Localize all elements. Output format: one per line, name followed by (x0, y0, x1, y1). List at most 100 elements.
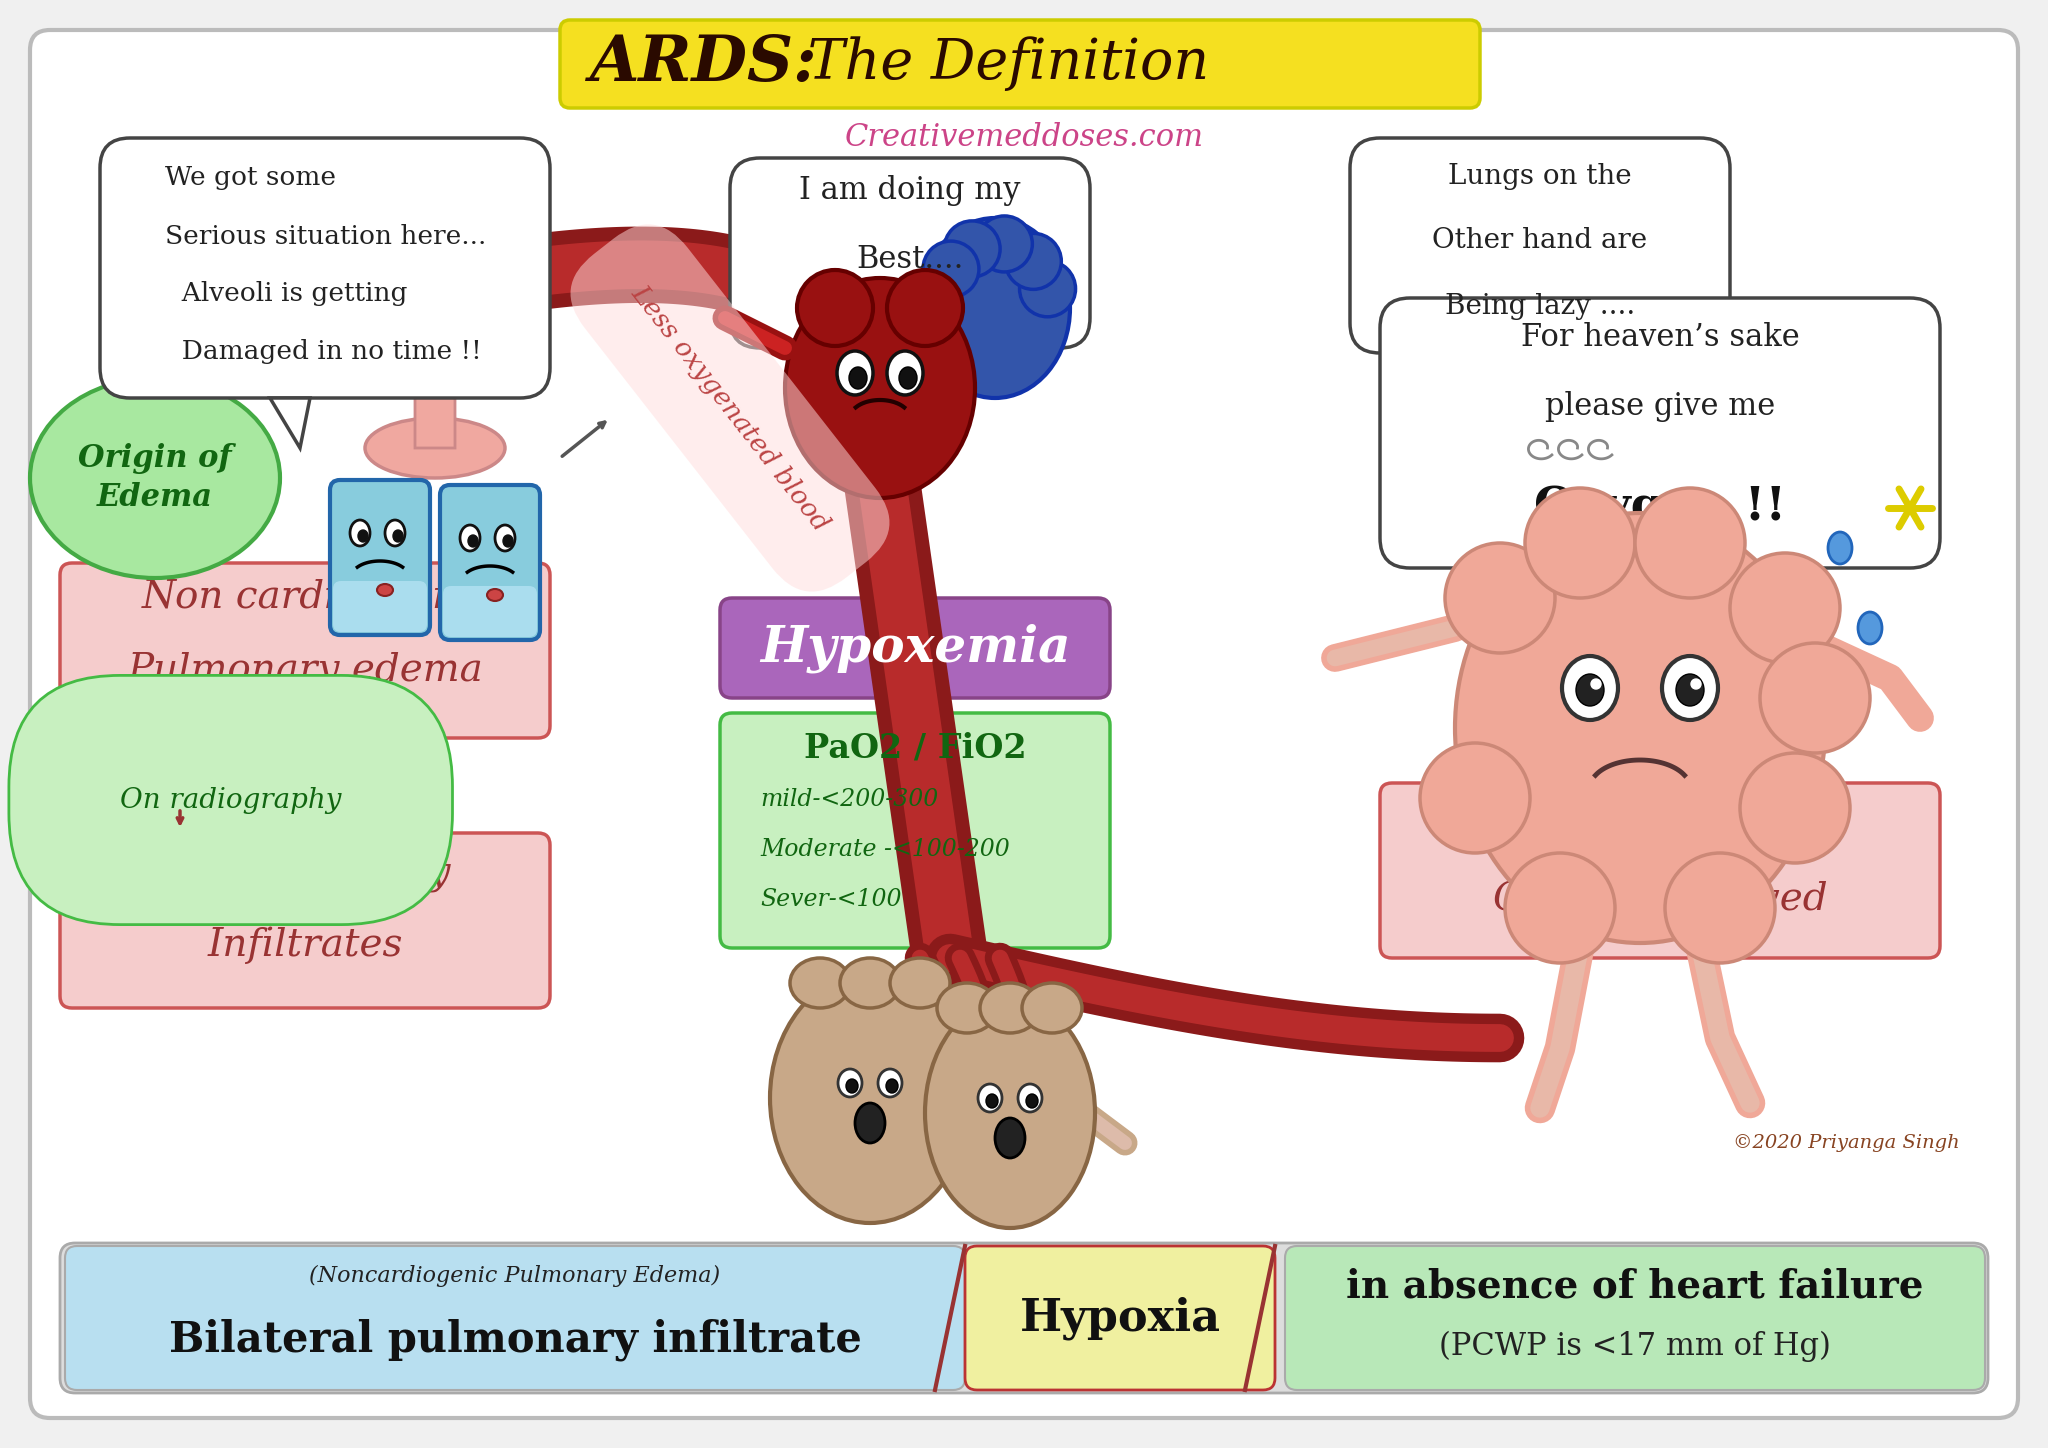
Ellipse shape (504, 534, 512, 547)
FancyBboxPatch shape (59, 833, 551, 1008)
Ellipse shape (1505, 853, 1616, 963)
Ellipse shape (469, 534, 477, 547)
Ellipse shape (1663, 656, 1718, 720)
Text: I am doing my: I am doing my (799, 175, 1020, 206)
Ellipse shape (1731, 553, 1839, 663)
Text: Sever-<100: Sever-<100 (760, 889, 901, 911)
Ellipse shape (377, 584, 393, 597)
Text: For heaven’s sake: For heaven’s sake (1520, 323, 1800, 353)
Ellipse shape (1022, 983, 1081, 1032)
Text: On radiography: On radiography (121, 786, 342, 814)
Ellipse shape (461, 526, 479, 552)
Text: Damaged in no time !!: Damaged in no time !! (166, 339, 481, 365)
Text: Less oxygenated blood: Less oxygenated blood (627, 281, 834, 536)
Text: Hypoxemia: Hypoxemia (760, 623, 1071, 673)
Ellipse shape (1858, 613, 1882, 644)
Ellipse shape (1026, 1095, 1038, 1108)
Polygon shape (270, 398, 309, 447)
Ellipse shape (31, 378, 281, 578)
Ellipse shape (920, 219, 1069, 398)
Ellipse shape (393, 530, 403, 542)
Ellipse shape (1006, 233, 1061, 290)
FancyBboxPatch shape (559, 20, 1481, 109)
Ellipse shape (385, 520, 406, 546)
Text: Edema: Edema (96, 482, 213, 514)
Ellipse shape (496, 526, 514, 552)
Ellipse shape (1454, 513, 1825, 943)
Text: in absence of heart failure: in absence of heart failure (1346, 1267, 1923, 1305)
FancyBboxPatch shape (1284, 1245, 1985, 1390)
Text: Moderate -<100-200: Moderate -<100-200 (760, 838, 1010, 862)
Ellipse shape (944, 222, 999, 277)
Polygon shape (1509, 568, 1550, 618)
Ellipse shape (879, 1069, 901, 1098)
Text: The Definition: The Definition (791, 36, 1208, 91)
Ellipse shape (791, 959, 850, 1008)
Ellipse shape (838, 350, 872, 395)
Ellipse shape (1741, 753, 1849, 863)
FancyBboxPatch shape (59, 563, 551, 738)
Ellipse shape (850, 366, 866, 390)
Ellipse shape (985, 1095, 997, 1108)
FancyBboxPatch shape (1350, 138, 1731, 353)
Text: Being lazy ....: Being lazy .... (1446, 292, 1634, 320)
FancyBboxPatch shape (440, 485, 541, 640)
FancyBboxPatch shape (1380, 298, 1939, 568)
Text: Oxygen deprived: Oxygen deprived (1493, 880, 1827, 919)
Ellipse shape (899, 366, 918, 390)
FancyBboxPatch shape (334, 581, 426, 631)
Ellipse shape (846, 1079, 858, 1093)
Ellipse shape (887, 269, 963, 346)
Ellipse shape (1419, 743, 1530, 853)
FancyBboxPatch shape (1380, 783, 1939, 959)
Text: Oxygen !!: Oxygen !! (1534, 485, 1786, 531)
Ellipse shape (1759, 643, 1870, 753)
FancyBboxPatch shape (721, 598, 1110, 698)
Ellipse shape (1020, 261, 1075, 317)
Text: Lungs on the: Lungs on the (1448, 162, 1632, 190)
Ellipse shape (887, 1079, 897, 1093)
Text: Organs getting: Organs getting (1511, 809, 1808, 847)
Text: B/L Pulmonary: B/L Pulmonary (160, 854, 451, 892)
Text: Serious situation here...: Serious situation here... (166, 223, 485, 249)
Ellipse shape (1675, 673, 1704, 707)
Ellipse shape (350, 520, 371, 546)
Text: Hypoxia: Hypoxia (1020, 1296, 1221, 1339)
Text: Pulmonary edema: Pulmonary edema (127, 652, 483, 689)
Text: mild-<200-300: mild-<200-300 (760, 789, 938, 811)
Ellipse shape (784, 278, 975, 498)
FancyBboxPatch shape (66, 1245, 965, 1390)
FancyBboxPatch shape (442, 586, 537, 637)
Polygon shape (840, 348, 881, 398)
Text: Alveoli is getting: Alveoli is getting (166, 281, 408, 307)
Text: ARDS:: ARDS: (590, 33, 817, 94)
FancyBboxPatch shape (721, 712, 1110, 948)
Ellipse shape (887, 350, 924, 395)
Text: Bilateral pulmonary infiltrate: Bilateral pulmonary infiltrate (168, 1319, 862, 1361)
Ellipse shape (1665, 853, 1776, 963)
Ellipse shape (1563, 656, 1618, 720)
Ellipse shape (365, 418, 506, 478)
Ellipse shape (1591, 679, 1602, 689)
Ellipse shape (981, 983, 1040, 1032)
Text: Origin of: Origin of (78, 443, 231, 473)
Text: Other hand are: Other hand are (1432, 227, 1647, 255)
Text: Infiltrates: Infiltrates (207, 927, 403, 964)
Ellipse shape (1692, 679, 1702, 689)
Ellipse shape (924, 242, 979, 297)
Text: We got some: We got some (166, 165, 336, 191)
Ellipse shape (358, 530, 369, 542)
FancyBboxPatch shape (965, 1245, 1276, 1390)
FancyBboxPatch shape (59, 1242, 1989, 1393)
FancyBboxPatch shape (100, 138, 551, 398)
Ellipse shape (995, 1118, 1024, 1158)
FancyBboxPatch shape (729, 158, 1090, 348)
Ellipse shape (1829, 531, 1851, 565)
Ellipse shape (770, 973, 971, 1224)
Ellipse shape (1526, 488, 1634, 598)
Ellipse shape (926, 998, 1096, 1228)
Text: (Noncardiogenic Pulmonary Edema): (Noncardiogenic Pulmonary Edema) (309, 1266, 721, 1287)
Text: Non cardiogenic: Non cardiogenic (141, 579, 467, 617)
Ellipse shape (840, 959, 899, 1008)
FancyBboxPatch shape (31, 30, 2017, 1418)
